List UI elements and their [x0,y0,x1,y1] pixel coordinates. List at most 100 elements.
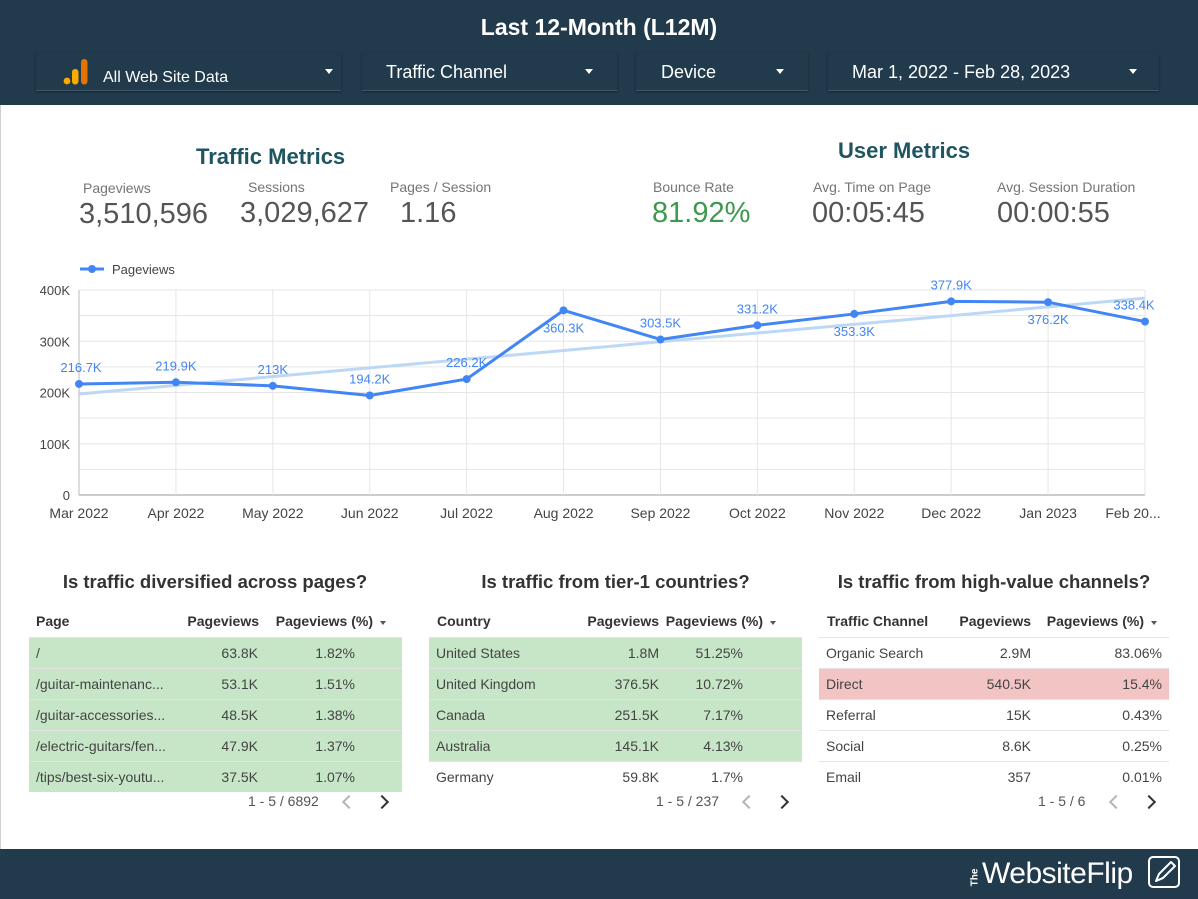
cell-pageviews: 53.1K [179,667,259,699]
data-label: 377.9K [931,277,973,292]
cell-pageviews: 47.9K [179,729,259,761]
data-label: 213K [258,362,289,377]
legend-swatch-marker [88,265,96,273]
avg-time-on-page-label: Avg. Time on Page [813,179,932,195]
y-tick-label: 100K [40,437,71,452]
table-row[interactable]: /tips/best-six-youtu... 37.5K 1.07% [29,760,402,792]
data-source-label: All Web Site Data [103,69,229,86]
table-row[interactable]: Canada 251.5K 7.17% [429,698,802,730]
pageviews-label: Pageviews [83,180,151,196]
pen-edit-icon [1148,856,1180,888]
table-row[interactable]: Direct 540.5K 15.4% [819,667,1169,699]
cell-dimension: Australia [429,729,569,761]
sessions-value: 3,029,627 [240,197,370,229]
cell-pageviews-percent: 1.37% [259,729,402,761]
cell-pageviews: 251.5K [569,698,659,730]
cell-pageviews: 376.5K [569,667,659,699]
cell-pageviews: 357 [939,760,1031,792]
cell-pageviews: 2.9M [939,636,1031,668]
table-row[interactable]: United Kingdom 376.5K 10.72% [429,667,802,699]
pages-table: Page Pageviews Pageviews (%) /63.8K 1.82%… [29,606,402,792]
column-header-page[interactable]: Page [36,613,70,630]
pages-per-session-label: Pages / Session [390,179,492,195]
column-header-pageviews[interactable]: Pageviews [187,613,259,630]
data-source-selector[interactable]: All Web Site Data [36,53,341,91]
x-tick-label: Sep 2022 [630,505,690,521]
cell-pageviews: 540.5K [939,667,1031,699]
report-footer [0,849,1198,899]
chevron-down-icon [1129,69,1137,74]
table-row[interactable]: /electric-guitars/fen... 47.9K 1.37% [29,729,402,761]
column-header-pageviews[interactable]: Pageviews [587,613,659,630]
x-tick-label: Dec 2022 [921,505,981,521]
pages-question-title: Is traffic diversified across pages? [62,571,368,592]
x-tick-label: Feb 20... [1105,505,1160,521]
cell-pageviews-percent: 1.7% [659,760,802,792]
table-row[interactable]: Organic Search 2.9M 83.06% [819,636,1169,668]
bounce-rate-label: Bounce Rate [653,179,734,195]
cell-dimension: Canada [429,698,569,730]
cell-pageviews: 8.6K [939,729,1031,761]
data-label: 331.2K [737,301,779,316]
avg-session-duration-label: Avg. Session Duration [997,179,1136,195]
cell-pageviews: 48.5K [179,698,259,730]
device-filter-label: Device [661,62,717,82]
cell-pageviews: 63.8K [179,636,259,668]
device-filter[interactable]: Device [636,53,808,91]
cell-pageviews-percent: 0.25% [1031,729,1169,761]
x-tick-label: Oct 2022 [729,505,786,521]
sort-descending-icon [1151,620,1157,625]
table-row[interactable]: Australia 145.1K 4.13% [429,729,802,761]
data-point [365,391,374,400]
cell-pageviews-percent: 15.4% [1031,667,1169,699]
pages-table-body: /63.8K 1.82%/guitar-maintenanc... 53.1K 1.5… [29,636,402,792]
table-row[interactable]: /guitar-maintenanc... 53.1K 1.51% [29,667,402,699]
brand-logo: WebsiteFlip [982,857,1133,890]
date-range-picker[interactable]: Mar 1, 2022 - Feb 28, 2023 [828,53,1159,91]
cell-pageviews: 37.5K [179,760,259,792]
cell-dimension: United Kingdom [429,667,569,699]
data-point [656,335,665,344]
pages-table-pager: 1 - 5 / 6892 [248,793,319,809]
table-row[interactable]: United States 1.8M 51.25% [429,636,802,668]
data-point [462,375,471,384]
column-header-pageviews[interactable]: Pageviews [959,613,1031,630]
column-header-traffic-channel[interactable]: Traffic Channel [827,613,929,630]
report-title: Last 12-Month (L12M) [480,14,718,40]
column-header-pageviews-percent-label: Pageviews (%) [1046,613,1144,630]
data-label: 376.2K [1027,312,1069,327]
x-tick-label: Apr 2022 [147,505,204,521]
cell-pageviews-percent: 83.06% [1031,636,1169,668]
data-point [75,379,83,388]
cell-pageviews-percent: 0.01% [1031,760,1169,792]
traffic-channel-filter[interactable]: Traffic Channel [362,53,617,91]
cell-dimension: United States [429,636,569,668]
pageviews-series-line [78,299,1146,397]
data-label: 353.3K [834,324,876,339]
bounce-rate-value: 81.92% [652,197,751,229]
data-label: 360.3K [543,320,585,335]
x-tick-label: Aug 2022 [534,505,594,521]
table-row[interactable]: /63.8K 1.82% [29,636,402,668]
cell-dimension: /electric-guitars/fen... [29,729,179,761]
column-header-pageviews-percent[interactable]: Pageviews (%) [1031,606,1169,637]
column-header-pageviews-percent[interactable]: Pageviews (%) [259,606,402,637]
report-canvas [0,105,1198,849]
cell-pageviews: 1.8M [569,636,659,668]
table-row[interactable]: Email 357 0.01% [819,760,1169,792]
channels-table-pager: 1 - 5 / 6 [1038,793,1086,809]
table-row[interactable]: Germany 59.8K 1.7% [429,760,802,792]
cell-pageviews-percent: 10.72% [659,667,802,699]
column-header-pageviews-percent[interactable]: Pageviews (%) [659,606,802,637]
data-label: 338.4K [1113,298,1155,313]
cell-dimension: Germany [429,760,569,792]
table-row[interactable]: /guitar-accessories... 48.5K 1.38% [29,698,402,730]
channels-table: Traffic Channel Pageviews Pageviews (%) … [819,606,1169,792]
x-tick-label: Jul 2022 [440,505,493,521]
column-header-country[interactable]: Country [437,613,491,630]
table-row[interactable]: Social 8.6K 0.25% [819,729,1169,761]
y-tick-label: 200K [40,386,71,401]
brand-logo-prefix: The [969,868,981,887]
table-row[interactable]: Referral 15K 0.43% [819,698,1169,730]
y-tick-label: 300K [40,334,71,349]
